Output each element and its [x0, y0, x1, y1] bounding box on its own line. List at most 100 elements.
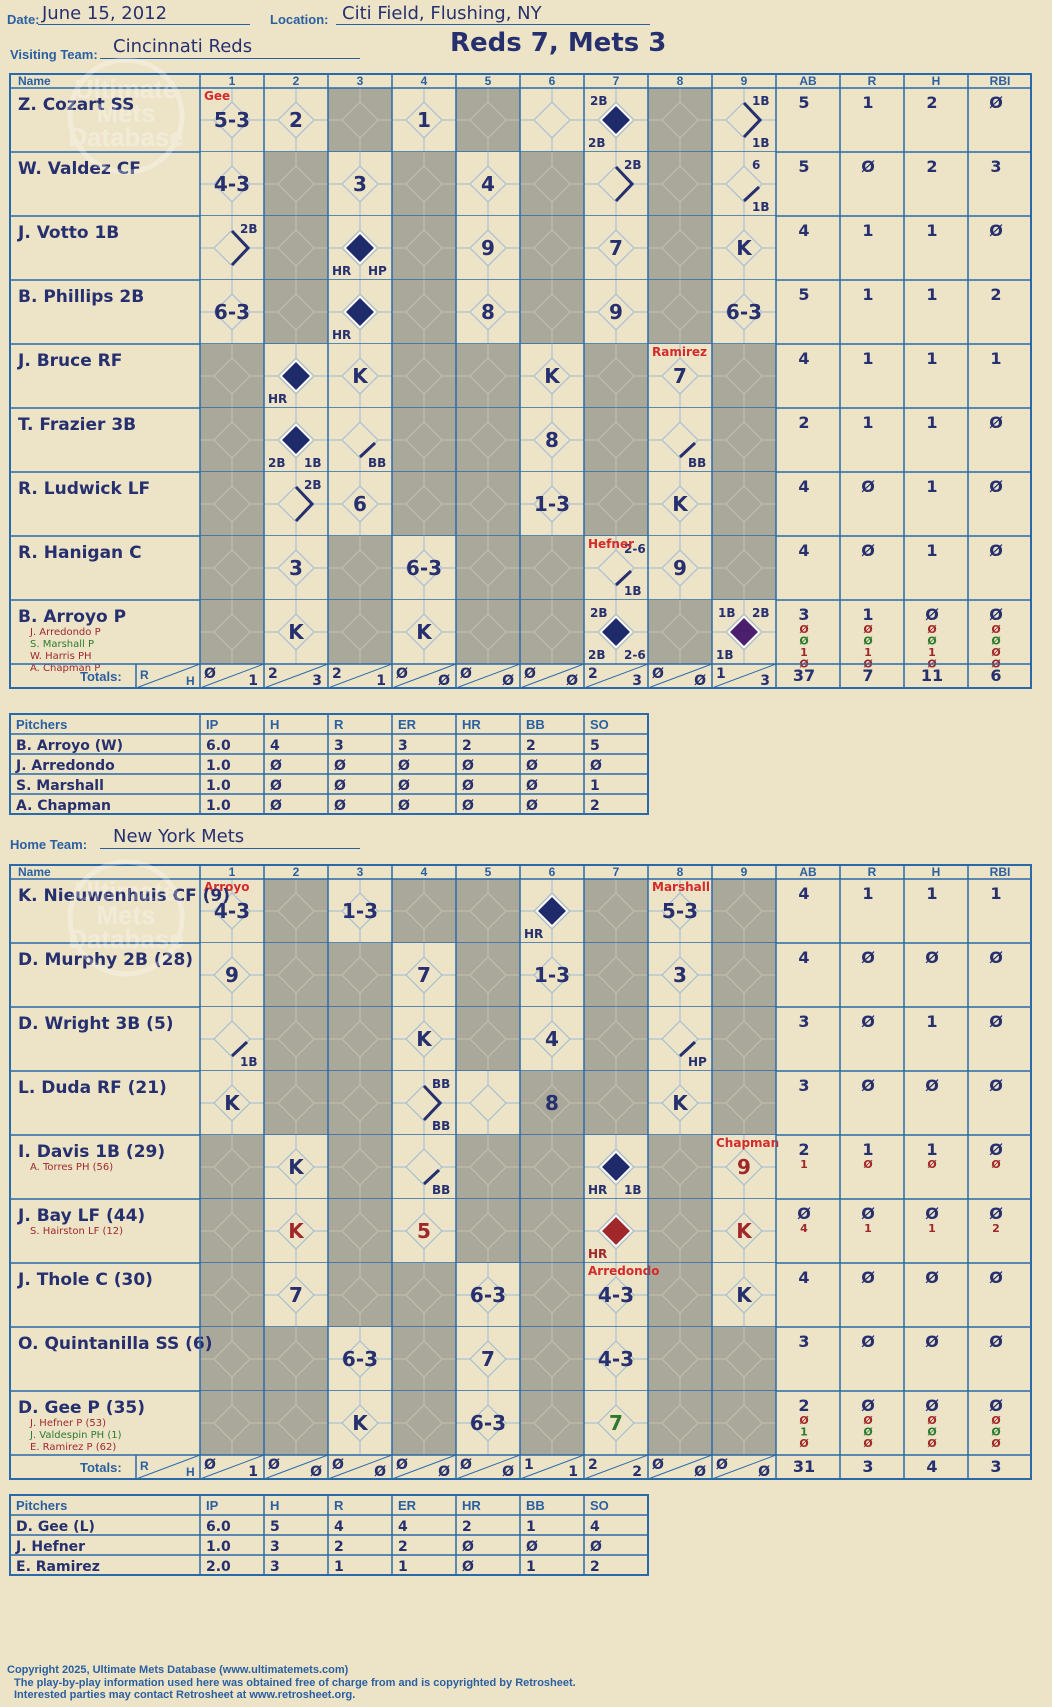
home-batter-stat: 1 [862, 1140, 873, 1159]
visitor-pitcher-col-header: HR [462, 717, 481, 732]
visitor-batter-stat: 1 [862, 605, 873, 624]
home-pitcher-col-header: Pitchers [16, 1498, 67, 1513]
visitor-inning-runs: 2 [588, 666, 598, 682]
home-batter-stat: 1 [926, 884, 937, 903]
home-batter-stat: Ø [925, 1332, 939, 1351]
home-batter-name: D. Murphy 2B (28) [18, 950, 193, 970]
visitor-inning-runs: 2 [332, 666, 342, 682]
visiting-team-underline [100, 58, 360, 59]
visitor-batter-stat: Ø [989, 221, 1003, 240]
visitor-play-result: 3 [289, 556, 303, 580]
home-inning-runs: Ø [204, 1457, 216, 1473]
visitor-play-note: BB [368, 456, 386, 470]
home-batter-stat: Ø [925, 1076, 939, 1095]
home-batter-stat: Ø [925, 1268, 939, 1287]
home-pitcher-stat: 1 [398, 1559, 408, 1575]
visitor-batter-stat: 5 [798, 93, 809, 112]
visitor-play-note: 2B [304, 478, 322, 492]
home-pitcher-name: E. Ramirez [16, 1559, 100, 1575]
home-play-result: K [288, 1219, 305, 1243]
visitor-pitcher-col-header: R [334, 717, 344, 732]
visitor-batter-stat: Ø [991, 623, 1001, 636]
visitor-batter-stat: 1 [864, 646, 872, 659]
visitor-inning-header: 7 [613, 74, 620, 88]
home-pitcher-stat: 3 [270, 1539, 280, 1555]
visitor-pitcher-col-header: SO [590, 717, 609, 732]
visitor-pitcher-stat: 1.0 [206, 778, 231, 794]
home-batter-stat: Ø [799, 1414, 809, 1427]
visitor-inning-runs: Ø [460, 666, 472, 682]
home-play-note: BB [432, 1183, 450, 1197]
home-batter-stat: 2 [798, 1396, 809, 1415]
home-play-result: 4-3 [598, 1347, 634, 1371]
home-stat-header: RBI [990, 865, 1011, 879]
home-play-result: 4-3 [598, 1283, 634, 1307]
home-play-result: 9 [737, 1155, 751, 1179]
home-batter-stat: 2 [798, 1140, 809, 1159]
home-totals-divider [135, 1454, 201, 1480]
home-pitcher-stat: 4 [398, 1519, 408, 1535]
visitor-play-note: 2B [268, 456, 286, 470]
home-play-result: 4-3 [214, 899, 250, 923]
visitor-total-stat: 37 [793, 666, 815, 685]
home-inning-hits: Ø [694, 1464, 706, 1480]
visitor-pitcher-col-header: ER [398, 717, 417, 732]
home-batter-stat: Ø [927, 1426, 937, 1439]
home-batter-stat: Ø [861, 1204, 875, 1223]
visitor-batter-stat: 1 [862, 221, 873, 240]
home-substitute-name: E. Ramirez P (62) [30, 1442, 116, 1453]
visitor-batter-name: T. Frazier 3B [18, 415, 136, 435]
visitor-play-result: 1-3 [534, 492, 570, 516]
home-inning-hits: Ø [502, 1464, 514, 1480]
home-batter-stat: 1 [800, 1158, 808, 1171]
visitor-play-result: K [352, 364, 369, 388]
visitor-pitcher-col-header: H [270, 717, 279, 732]
visitor-stat-header: AB [799, 74, 817, 88]
home-play-result: K [736, 1219, 753, 1243]
visitor-inning-runs: Ø [524, 666, 536, 682]
home-totals-label: Totals: [80, 1460, 122, 1475]
home-batter-stat: 2 [992, 1222, 1000, 1235]
visitor-play-result: K [288, 620, 305, 644]
home-play-result: 8 [545, 1091, 559, 1115]
visitor-batter-stat: Ø [799, 635, 809, 648]
visitor-pitcher-stat: Ø [526, 778, 538, 794]
visitor-pitcher-stat: 4 [270, 738, 280, 754]
home-batter-stat: 1 [926, 1012, 937, 1031]
home-pitcher-stat: 3 [270, 1559, 280, 1575]
visitor-totals-h-label: H [186, 674, 195, 688]
visitor-play-note: 1B [624, 584, 642, 598]
home-pitching-change: Marshall [652, 880, 710, 894]
visitor-total-stat: 11 [921, 666, 943, 685]
visitor-play-result: 9 [609, 300, 623, 324]
home-play-result: 7 [417, 963, 431, 987]
home-substitute-name: A. Torres PH (56) [30, 1162, 113, 1173]
home-totals-h-label: H [186, 1465, 195, 1479]
watermark-text: Ultimate [75, 876, 178, 906]
home-batter-stat: Ø [863, 1437, 873, 1450]
home-batter-name: J. Bay LF (44) [17, 1206, 145, 1226]
visitor-pitcher-stat: Ø [334, 778, 346, 794]
home-substitute-name: J. Hefner P (53) [29, 1418, 106, 1429]
home-inning-header: 8 [677, 865, 684, 879]
home-batter-stat: Ø [991, 1426, 1001, 1439]
visitor-batter-stat: Ø [989, 541, 1003, 560]
home-inning-header: 6 [549, 865, 556, 879]
visitor-batter-stat: 3 [798, 605, 809, 624]
home-play-note: BB [432, 1119, 450, 1133]
visitor-totals-divider [135, 663, 201, 689]
visitor-inning-hits: Ø [502, 673, 514, 689]
visitor-pitchers-border [9, 713, 649, 815]
visitor-pitching-change: Hefner [588, 537, 634, 551]
visitor-stat-header: RBI [990, 74, 1011, 88]
visitor-substitute-name: S. Marshall P [30, 639, 94, 650]
watermark-text: Ultimate [75, 74, 178, 104]
visitor-play-note: 2B [588, 136, 606, 150]
home-play-note: 1B [240, 1055, 258, 1069]
location-value: Citi Field, Flushing, NY [342, 3, 542, 24]
home-batter-name: D. Wright 3B (5) [18, 1014, 174, 1034]
visitor-batter-stat: Ø [989, 477, 1003, 496]
home-run-scored-diamond [535, 894, 569, 928]
home-play-result: 3 [673, 963, 687, 987]
